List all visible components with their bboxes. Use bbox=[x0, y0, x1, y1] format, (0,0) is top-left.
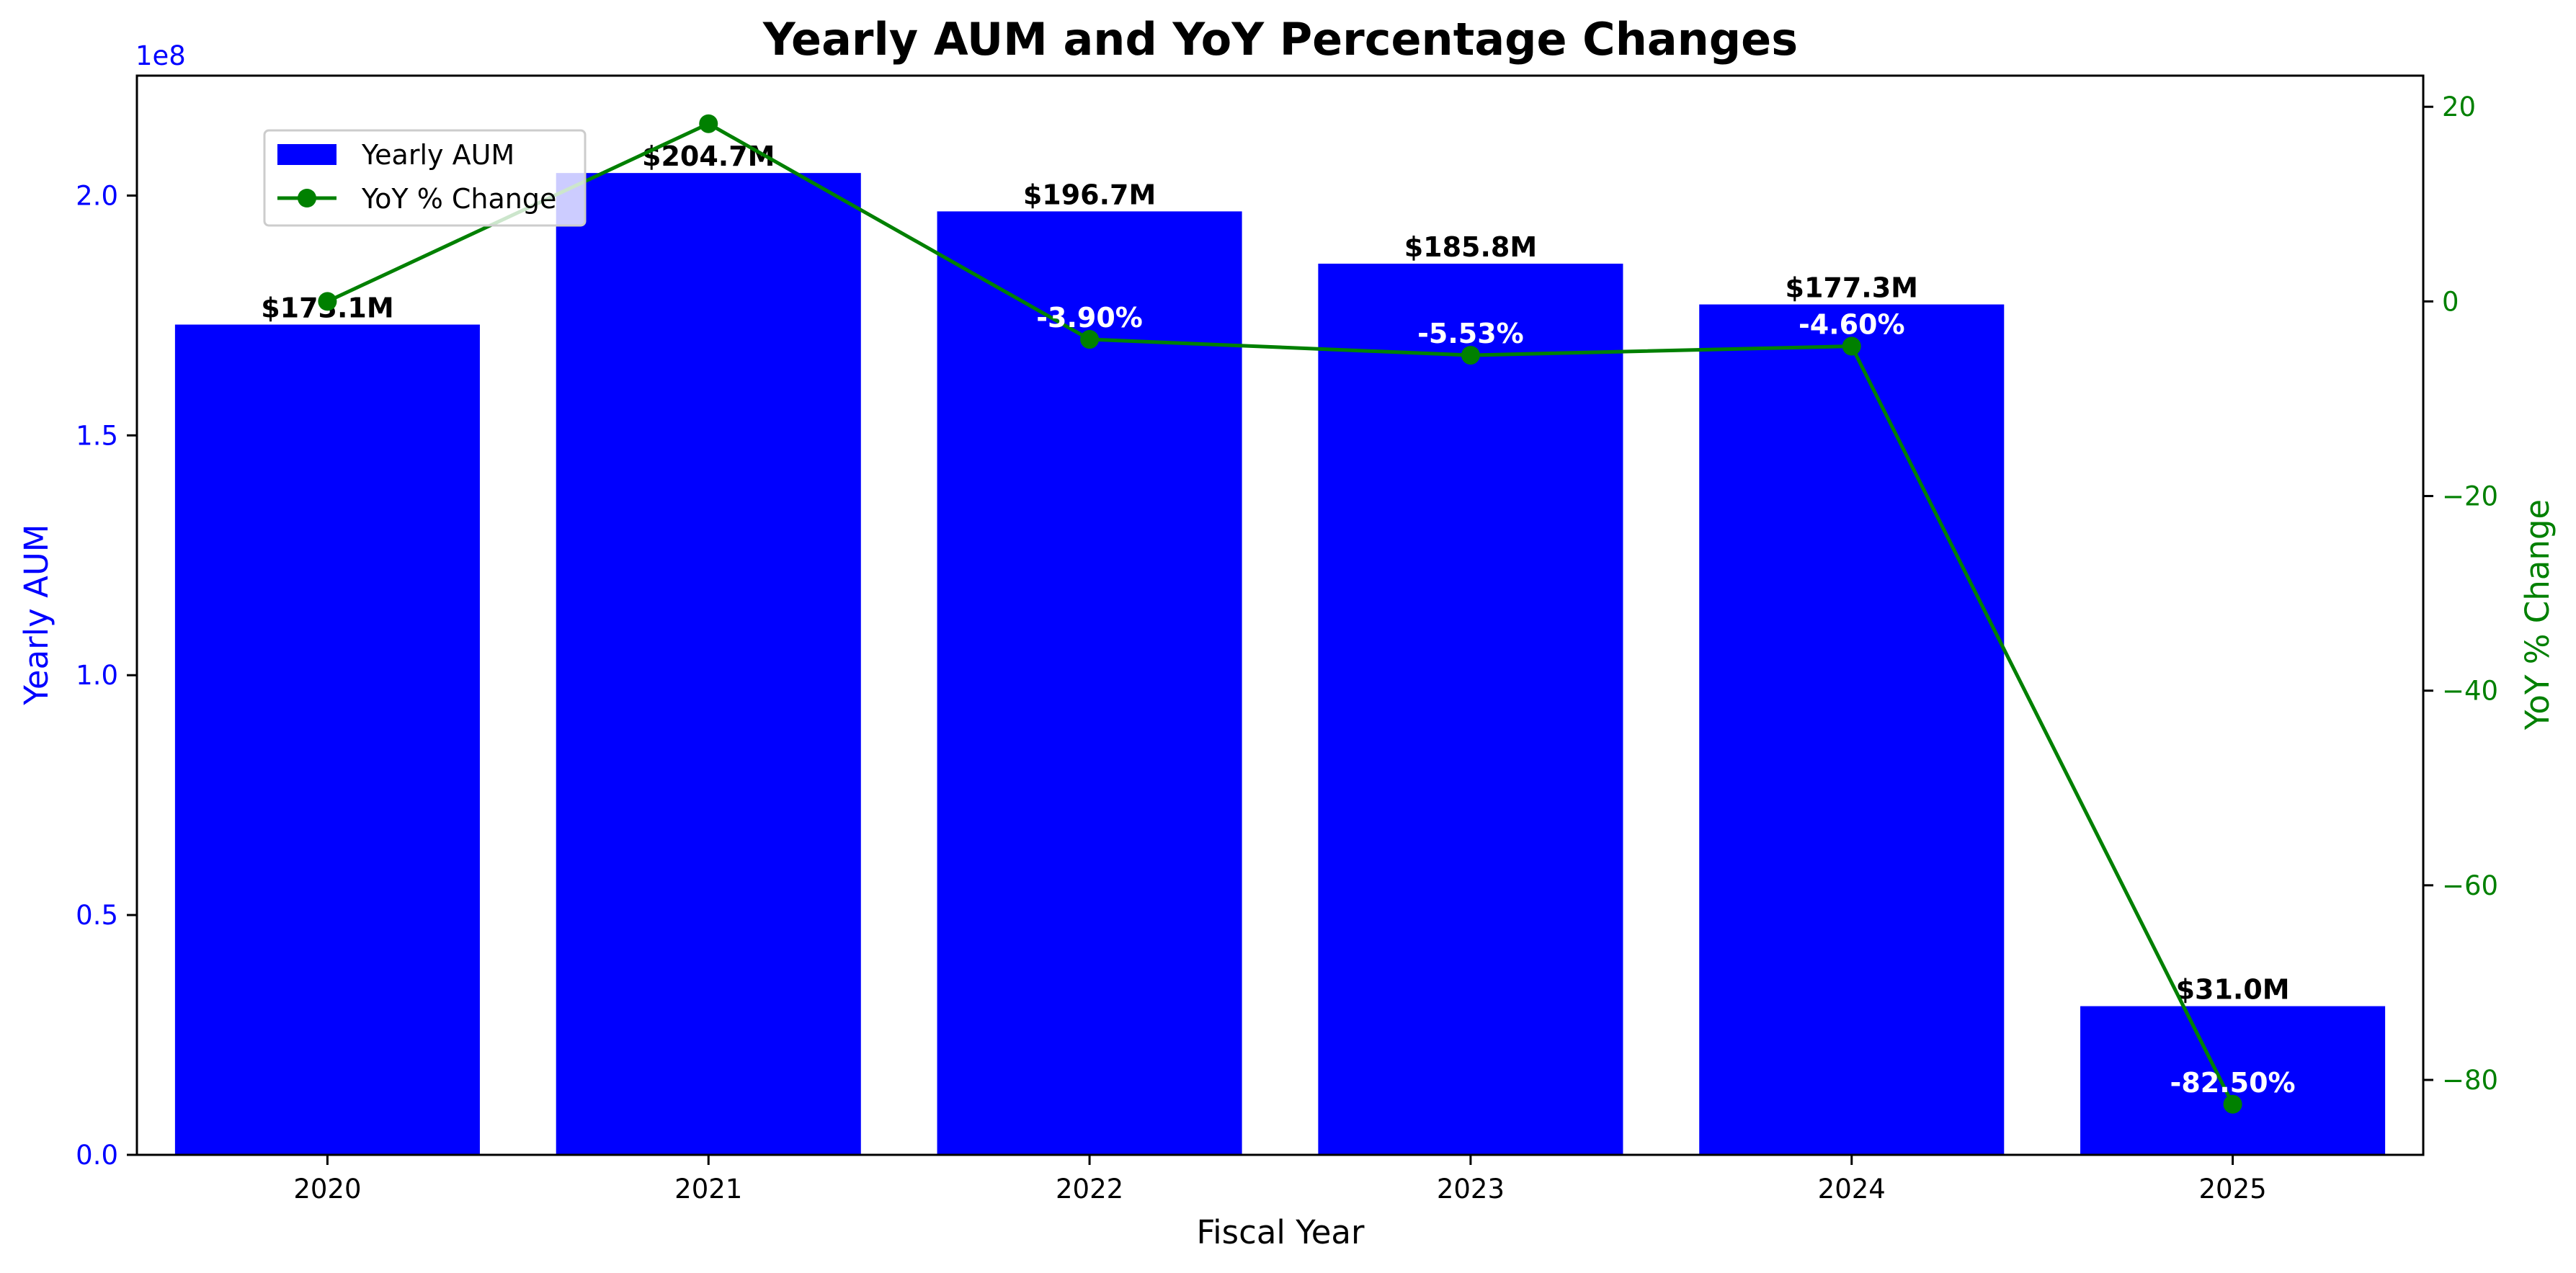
y-axis-left-label: Yearly AUM bbox=[17, 524, 55, 705]
y-right-tick-label: −20 bbox=[2442, 481, 2498, 512]
y-right-tick-label: −80 bbox=[2442, 1065, 2498, 1096]
y-left-tick-label: 0.5 bbox=[76, 900, 118, 931]
plot-area: 2020 2021 2022 2023 2024 2025 0.0 0.5 1.0 1.5 2.0 2… bbox=[76, 74, 2498, 1205]
x-tick-label: 2024 bbox=[1818, 1174, 1886, 1205]
y-right-tick-label: −60 bbox=[2442, 870, 2498, 901]
x-tick-label: 2022 bbox=[1056, 1174, 1123, 1205]
legend: Yearly AUM YoY % Change bbox=[263, 129, 587, 227]
x-tick-label: 2020 bbox=[293, 1174, 361, 1205]
y-right-tick-label: 20 bbox=[2442, 91, 2476, 122]
y-axis-offset-label: 1e8 bbox=[135, 40, 186, 71]
bar-value-label: $177.3M bbox=[1786, 272, 1918, 304]
chart-title: Yearly AUM and YoY Percentage Changes bbox=[762, 13, 1798, 66]
y-left-tick-label: 2.0 bbox=[76, 180, 118, 211]
yoy-marker-2022 bbox=[1080, 330, 1100, 349]
legend-swatch-bar bbox=[277, 144, 337, 165]
bar-2021 bbox=[556, 173, 861, 1156]
bar-value-label: $31.0M bbox=[2176, 974, 2290, 1006]
y-right-tick-label: −40 bbox=[2442, 676, 2498, 707]
yoy-line bbox=[326, 122, 2234, 1105]
yoy-marker-2021 bbox=[699, 114, 718, 133]
legend-frame bbox=[263, 129, 587, 227]
y-right-tick-label: 0 bbox=[2442, 286, 2459, 317]
yoy-value-label: -5.53% bbox=[1417, 318, 1524, 349]
yoy-marker-2020 bbox=[318, 292, 337, 311]
bar-2025 bbox=[2080, 1006, 2386, 1155]
bar-2024 bbox=[1699, 304, 2005, 1156]
y-left-tick-label: 1.5 bbox=[76, 420, 118, 451]
bar-2020 bbox=[174, 324, 480, 1155]
x-axis-label: Fiscal Year bbox=[1197, 1213, 1365, 1251]
axes-frame bbox=[135, 74, 2425, 1156]
yoy-marker-2024 bbox=[1842, 336, 1861, 356]
x-tick-label: 2025 bbox=[2198, 1174, 2266, 1205]
legend-label-aum: Yearly AUM bbox=[361, 139, 514, 171]
y-left-tick-label: 1.0 bbox=[76, 660, 118, 691]
yoy-value-label: -4.60% bbox=[1799, 309, 1905, 341]
bar-value-label: $185.8M bbox=[1404, 231, 1537, 263]
x-tick-label: 2023 bbox=[1437, 1174, 1505, 1205]
bar-2023 bbox=[1318, 263, 1623, 1156]
yoy-value-label: -82.50% bbox=[2170, 1067, 2296, 1099]
yoy-marker-2025 bbox=[2223, 1094, 2242, 1114]
bar-value-label: $196.7M bbox=[1023, 179, 1156, 210]
bar-2022 bbox=[937, 211, 1242, 1156]
yoy-value-label: -3.90% bbox=[1036, 302, 1143, 334]
yoy-marker-2023 bbox=[1461, 346, 1480, 365]
legend-label-yoy: YoY % Change bbox=[361, 183, 556, 215]
legend-swatch-marker bbox=[298, 189, 316, 207]
y-left-tick-label: 0.0 bbox=[76, 1140, 118, 1171]
y-axis-right-label: YoY % Change bbox=[2518, 499, 2557, 731]
x-tick-label: 2021 bbox=[674, 1174, 742, 1205]
